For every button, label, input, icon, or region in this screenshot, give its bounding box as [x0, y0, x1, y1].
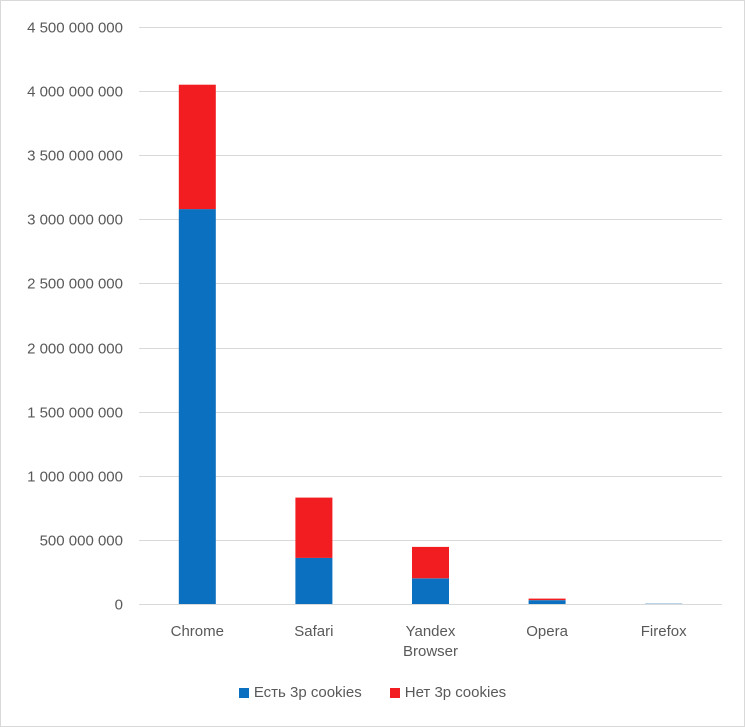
gridlines — [139, 27, 722, 605]
y-tick-label: 3 500 000 000 — [27, 148, 123, 165]
x-axis-tick-labels: Chrome Safari Yandex Browser Opera Firefox — [171, 623, 688, 660]
y-tick-label: 4 000 000 000 — [27, 84, 123, 101]
legend-swatch-blue — [238, 687, 249, 698]
x-tick-label: Yandex Browser — [403, 623, 458, 660]
x-tick-label: Chrome — [171, 623, 224, 640]
y-tick-label: 500 000 000 — [40, 533, 123, 550]
x-tick-label: Opera — [526, 623, 568, 640]
y-tick-label: 3 000 000 000 — [27, 212, 123, 229]
legend-label-series-1: Нет 3р cookies — [404, 684, 507, 701]
y-tick-label: 1 000 000 000 — [27, 469, 123, 486]
legend-item-series-0: Есть 3р cookies — [238, 684, 362, 701]
legend-item-series-1: Нет 3р cookies — [389, 684, 507, 701]
bar-chrome-series-1 — [178, 84, 216, 210]
y-tick-label: 0 — [115, 597, 123, 614]
bar-safari-series-1 — [295, 497, 333, 558]
bar-opera-series-0 — [528, 600, 566, 604]
bar-chrome-series-0 — [178, 209, 216, 604]
y-axis-tick-labels: 0 500 000 000 1 000 000 000 1 500 000 000 2 … — [27, 20, 123, 614]
bar-opera-series-1 — [528, 598, 566, 601]
bars — [178, 84, 683, 604]
y-tick-label: 2 500 000 000 — [27, 276, 123, 293]
x-tick-label: Safari — [294, 623, 333, 640]
y-tick-label: 4 500 000 000 — [27, 20, 123, 37]
legend-label-series-0: Есть 3р cookies — [253, 684, 362, 701]
bar-yandex-browser-series-0 — [412, 578, 449, 604]
y-tick-label: 1 500 000 000 — [27, 405, 123, 422]
x-tick-label: Firefox — [641, 623, 687, 640]
stacked-bar-chart: 0 500 000 000 1 000 000 000 1 500 000 000 2 … — [27, 20, 722, 660]
bar-yandex-browser-series-1 — [412, 546, 449, 579]
legend-swatch-red — [389, 687, 400, 698]
y-tick-label: 2 000 000 000 — [27, 341, 123, 358]
bar-safari-series-0 — [295, 557, 333, 604]
legend: Есть 3р cookies Нет 3р cookies — [1, 684, 744, 701]
